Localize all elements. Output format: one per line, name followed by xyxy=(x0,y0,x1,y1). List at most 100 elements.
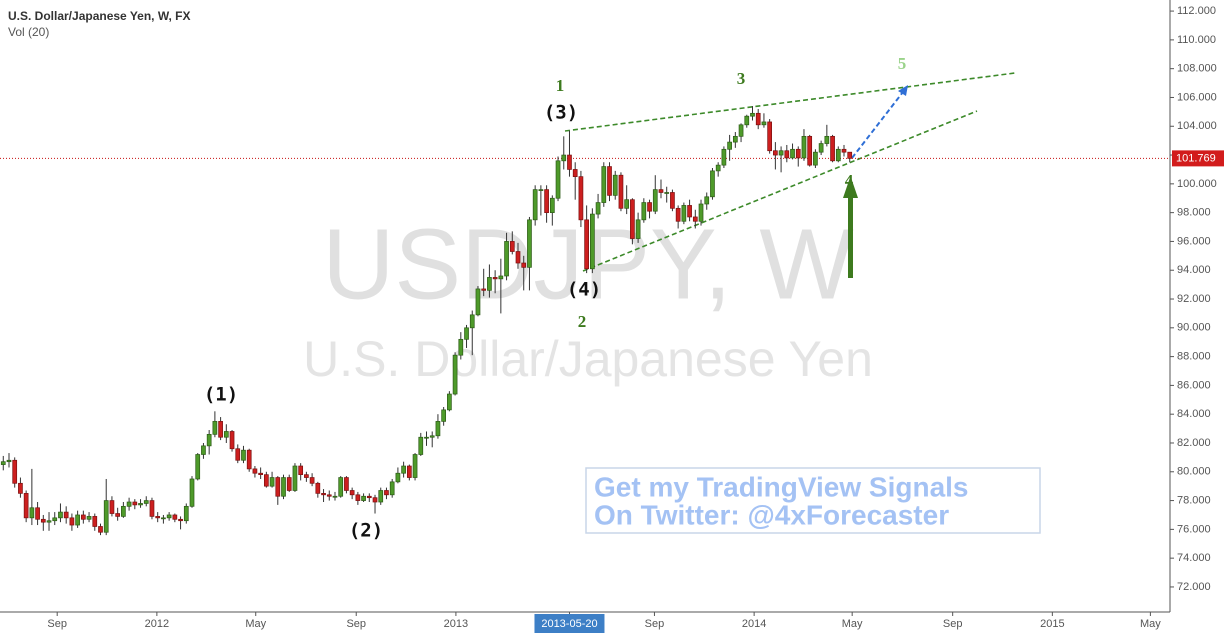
wave-label: (2) xyxy=(349,520,383,542)
candle xyxy=(715,162,721,177)
candle-body xyxy=(641,202,647,221)
candle xyxy=(378,487,384,505)
candle-body xyxy=(847,151,853,159)
candle-body xyxy=(389,481,395,496)
candle-body xyxy=(670,192,675,209)
projection-arrow xyxy=(851,91,904,159)
candle xyxy=(732,132,738,148)
candle-body xyxy=(830,135,835,162)
candle xyxy=(0,455,6,471)
candle xyxy=(721,146,727,169)
candle-body xyxy=(12,459,18,484)
candle xyxy=(252,466,258,478)
candle xyxy=(830,134,835,163)
candle-body xyxy=(698,203,704,222)
candle-body xyxy=(795,148,801,159)
x-tick-label: 2013 xyxy=(444,618,468,630)
candle xyxy=(304,471,309,482)
candle-body xyxy=(69,517,75,526)
candle-body xyxy=(584,219,589,270)
candle-body xyxy=(498,275,504,280)
x-tick-label: 2014 xyxy=(742,618,766,630)
candle-body xyxy=(492,277,498,280)
candle xyxy=(29,468,35,526)
candle xyxy=(264,471,269,488)
candle-body xyxy=(435,421,441,437)
candle-body xyxy=(738,124,744,137)
candle-body xyxy=(824,135,830,144)
candle-body xyxy=(258,472,263,476)
candle xyxy=(98,523,103,536)
candle xyxy=(241,445,246,464)
candle xyxy=(109,496,115,517)
wave-label: 3 xyxy=(737,69,746,88)
y-tick-label: 74.000 xyxy=(1177,552,1211,564)
candle-body xyxy=(298,465,304,476)
candle-body xyxy=(40,518,46,523)
candle xyxy=(652,175,658,215)
x-tick-label: Sep xyxy=(47,618,67,630)
candle-body xyxy=(304,474,309,478)
candle xyxy=(212,411,218,438)
candle-body xyxy=(458,338,464,356)
candle-body xyxy=(115,513,121,517)
candle-body xyxy=(58,511,63,519)
candle-body xyxy=(612,174,618,196)
candle-body xyxy=(555,160,561,199)
candle-body xyxy=(744,115,750,126)
candle-body xyxy=(481,288,487,291)
candle xyxy=(258,467,263,479)
candle-body xyxy=(109,500,115,514)
candle-body xyxy=(750,112,755,117)
y-tick-label: 92.000 xyxy=(1177,293,1211,305)
y-tick-label: 94.000 xyxy=(1177,264,1211,276)
candle xyxy=(635,212,641,243)
y-tick-label: 110.000 xyxy=(1177,34,1216,46)
candle-body xyxy=(813,151,818,166)
candle-body xyxy=(618,174,624,209)
promo-box xyxy=(585,467,1041,534)
candle-body xyxy=(578,176,584,221)
candle-body xyxy=(692,216,698,222)
candle-body xyxy=(326,494,332,497)
candle-body xyxy=(475,288,481,316)
candle-body xyxy=(286,477,292,491)
candle xyxy=(818,140,824,156)
candle xyxy=(172,513,178,523)
candle-body xyxy=(235,448,241,461)
candle-body xyxy=(332,495,338,498)
candle-body xyxy=(652,189,658,212)
candle xyxy=(824,124,830,147)
x-tick-label: Sep xyxy=(943,618,963,630)
x-crosshair-box xyxy=(534,614,605,633)
candle xyxy=(326,490,332,501)
candle xyxy=(795,146,801,167)
x-tick-label: May xyxy=(842,618,863,630)
candle xyxy=(178,516,183,530)
candle-body xyxy=(6,459,12,463)
candle xyxy=(778,146,784,173)
candle xyxy=(687,199,692,222)
candle-body xyxy=(178,518,183,522)
candle-body xyxy=(732,135,738,143)
candle-body xyxy=(92,516,98,527)
candle-body xyxy=(704,196,710,205)
candle xyxy=(675,205,681,229)
candle xyxy=(767,119,773,154)
y-tick-label: 96.000 xyxy=(1177,235,1211,247)
candle-body xyxy=(275,477,281,497)
candle-body xyxy=(52,517,58,522)
candle xyxy=(441,406,447,426)
candle-body xyxy=(447,393,452,411)
candle-body xyxy=(281,477,286,497)
candle-body xyxy=(624,199,630,209)
candle-body xyxy=(710,170,715,198)
candle xyxy=(269,471,275,488)
candle-body xyxy=(338,477,344,497)
candle xyxy=(750,106,755,121)
candle-body xyxy=(647,202,652,212)
up-arrow-head xyxy=(843,176,858,198)
wave-label: (4) xyxy=(567,279,601,301)
candle-body xyxy=(607,166,612,196)
candle-body xyxy=(183,505,189,522)
